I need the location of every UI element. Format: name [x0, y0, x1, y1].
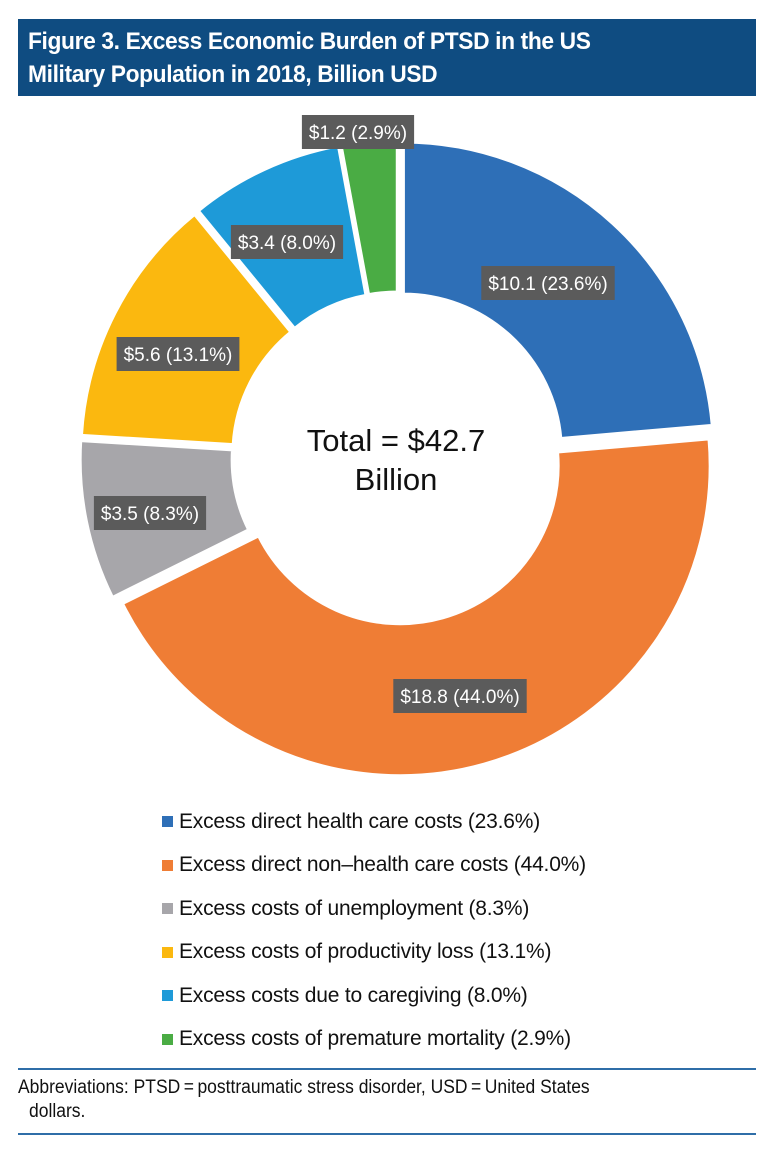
legend-label: Excess direct health care costs (23.6%) [179, 809, 541, 833]
figure-title-line-2: Military Population in 2018, Billion USD [28, 61, 438, 88]
chart-legend: Excess direct health care costs (23.6%) … [162, 800, 586, 1061]
data-label: $3.4 (8.0%) [230, 225, 344, 259]
legend-swatch [162, 946, 173, 958]
legend-item: Excess direct health care costs (23.6%) [162, 800, 586, 844]
data-label: $18.8 (44.0%) [393, 679, 527, 713]
legend-swatch [162, 903, 173, 915]
legend-item: Excess costs of premature mortality (2.9… [162, 1018, 586, 1062]
figure-title-line-1: Figure 3. Excess Economic Burden of PTSD… [28, 28, 591, 55]
center-total-label: Total = $42.7 [307, 423, 485, 458]
data-label-box [301, 115, 415, 149]
legend-swatch [162, 990, 173, 1002]
donut-slice [120, 437, 712, 778]
legend-label: Excess direct non–health care costs (44.… [179, 853, 586, 877]
data-label-text: $18.8 (44.0%) [400, 687, 519, 708]
data-label-box [393, 679, 527, 713]
data-label-box [116, 337, 240, 371]
footnote-line-1: Abbreviations: PTSD = posttraumatic stre… [18, 1077, 590, 1098]
legend-label: Excess costs of premature mortality (2.9… [179, 1027, 571, 1051]
data-label-text: $5.6 (13.1%) [124, 345, 233, 366]
data-label-text: $10.1 (23.6%) [488, 274, 607, 295]
figure-title-bar: Figure 3. Excess Economic Burden of PTSD… [18, 19, 756, 96]
legend-swatch [162, 816, 173, 828]
data-label-text: $1.2 (2.9%) [309, 123, 407, 144]
data-label-text: $3.4 (8.0%) [238, 233, 336, 254]
footnote-bottom-rule [18, 1133, 756, 1135]
legend-item: Excess costs of productivity loss (13.1%… [162, 931, 586, 975]
legend-swatch [162, 859, 173, 871]
legend-label: Excess costs due to caregiving (8.0%) [179, 983, 528, 1007]
data-label-box [481, 266, 615, 300]
legend-item: Excess direct non–health care costs (44.… [162, 844, 586, 888]
data-label-text: $3.5 (8.3%) [101, 504, 199, 525]
legend-item: Excess costs of unemployment (8.3%) [162, 887, 586, 931]
legend-label: Excess costs of productivity loss (13.1%… [179, 940, 552, 964]
data-label-box [93, 496, 207, 530]
abbreviations-footnote: Abbreviations: PTSD = posttraumatic stre… [18, 1076, 690, 1124]
footnote-top-rule [18, 1068, 756, 1070]
legend-item: Excess costs due to caregiving (8.0%) [162, 974, 586, 1018]
data-label: $5.6 (13.1%) [116, 337, 240, 371]
donut-slice [79, 212, 293, 447]
legend-label: Excess costs of unemployment (8.3%) [179, 896, 530, 920]
data-label: $1.2 (2.9%) [301, 115, 415, 149]
data-labels-layer: $10.1 (23.6%) $18.8 (44.0%) $3.5 (8.3%) $5.… [93, 115, 615, 713]
data-label-box [230, 225, 344, 259]
data-label: $10.1 (23.6%) [481, 266, 615, 300]
legend-swatch [162, 1033, 173, 1045]
center-total-unit: Billion [355, 462, 438, 497]
donut-chart: $10.1 (23.6%) $18.8 (44.0%) $3.5 (8.3%) $5.… [78, 115, 714, 778]
data-label: $3.5 (8.3%) [93, 496, 207, 530]
footnote-line-2: dollars. [29, 1101, 86, 1122]
